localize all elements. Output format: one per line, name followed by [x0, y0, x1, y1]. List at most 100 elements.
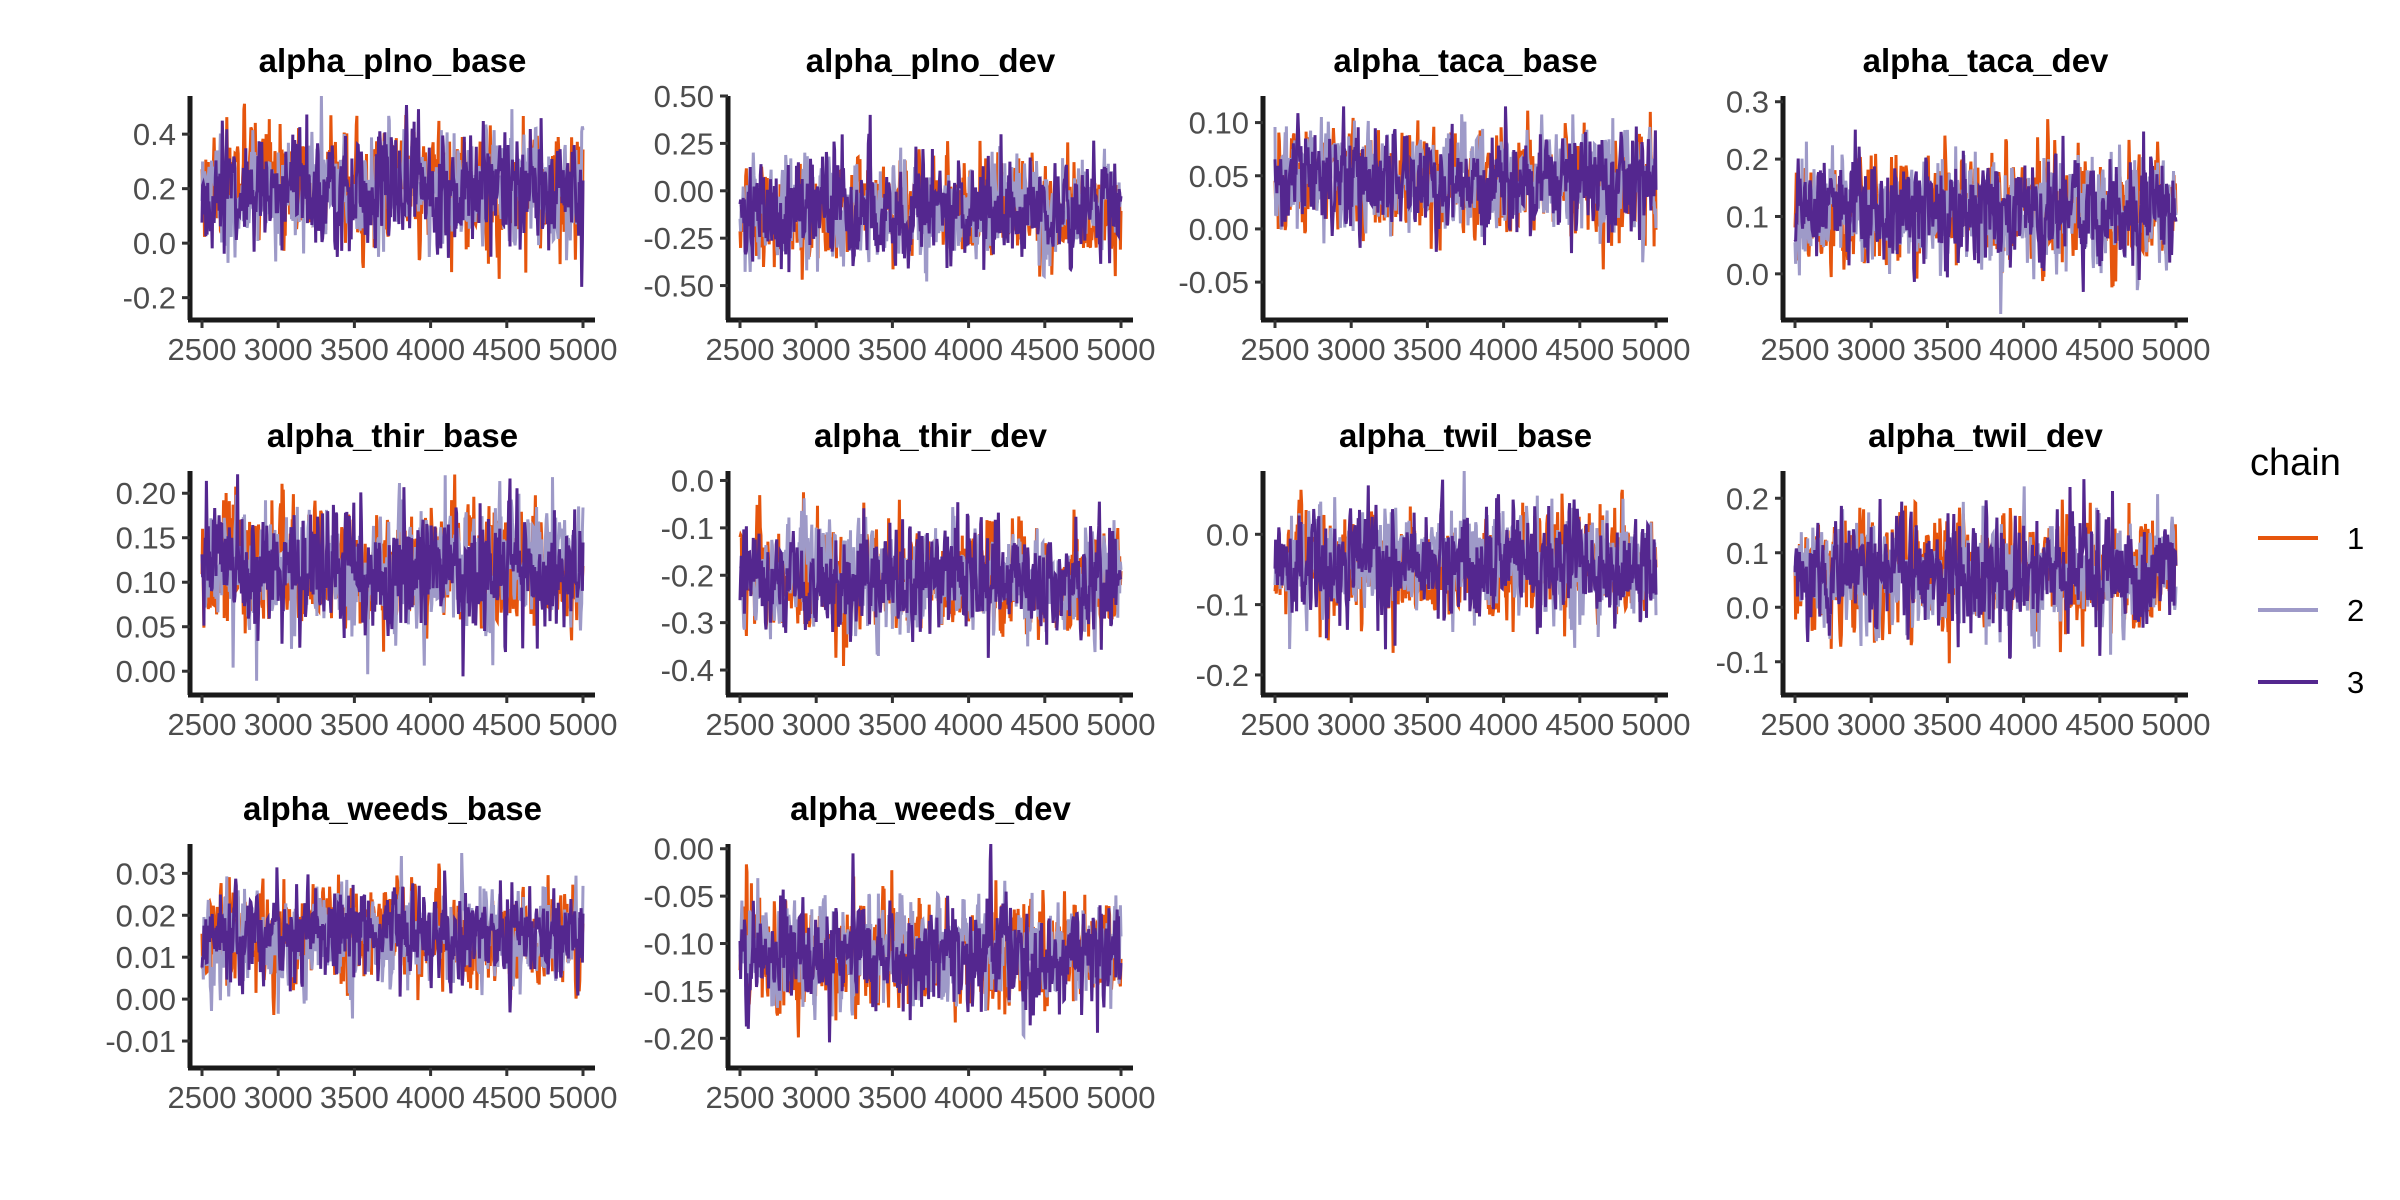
panel-alpha_taca_dev: alpha_taca_dev 0.0 0.1 0.2 0.3 2500 3000 3500 40… — [1726, 42, 2211, 367]
y-tick-label: 0.25 — [654, 126, 714, 161]
panel-title: alpha_twil_base — [1339, 417, 1592, 454]
x-tick-label: 3500 — [1393, 707, 1462, 742]
trace-chain-3 — [738, 501, 1123, 658]
x-tick-label: 5000 — [1622, 707, 1691, 742]
legend: chain 1 2 3 — [2250, 442, 2364, 700]
panel-title: alpha_plno_base — [259, 42, 527, 79]
y-tick-label: 0.0 — [1726, 257, 1769, 292]
x-tick-label: 4500 — [472, 707, 541, 742]
x-tick-label: 2500 — [168, 707, 237, 742]
x-tick-label: 4500 — [1545, 332, 1614, 367]
x-tick-label: 3000 — [244, 707, 313, 742]
x-tick-label: 4000 — [1469, 707, 1538, 742]
y-tick-label: -0.4 — [661, 653, 714, 688]
panel-title: alpha_thir_base — [267, 417, 518, 454]
y-tick-label: 0.00 — [654, 832, 714, 867]
x-tick-label: 4000 — [1989, 707, 2058, 742]
x-tick-label: 4000 — [1989, 332, 2058, 367]
x-tick-label: 5000 — [549, 707, 618, 742]
y-tick-label: -0.15 — [643, 974, 714, 1009]
y-tick-label: 0.15 — [116, 521, 176, 556]
x-tick-label: 5000 — [1087, 332, 1156, 367]
panel-alpha_taca_base: alpha_taca_base -0.05 0.00 0.05 0.10 2500 3000… — [1178, 42, 1690, 367]
x-tick-label: 5000 — [1087, 1080, 1156, 1115]
x-tick-label: 5000 — [2142, 332, 2211, 367]
x-tick-label: 2500 — [1241, 707, 1310, 742]
y-tick-label: 0.01 — [116, 940, 176, 975]
y-tick-label: -0.3 — [661, 606, 714, 641]
x-tick-label: 3500 — [1913, 332, 1982, 367]
y-tick-label: -0.50 — [643, 269, 714, 304]
trace-chain-3 — [200, 104, 585, 287]
y-tick-label: 0.00 — [116, 654, 176, 689]
x-tick-label: 3500 — [858, 1080, 927, 1115]
x-tick-label: 2500 — [1761, 707, 1830, 742]
y-tick-label: -0.2 — [123, 281, 176, 316]
panel-alpha_weeds_base: alpha_weeds_base -0.01 0.00 0.01 0.02 0.03 250… — [105, 790, 617, 1115]
y-tick-label: 0.10 — [116, 565, 176, 600]
x-tick-label: 2500 — [706, 332, 775, 367]
y-tick-label: -0.05 — [643, 879, 714, 914]
panel-title: alpha_twil_dev — [1868, 417, 2103, 454]
x-tick-label: 4500 — [2065, 707, 2134, 742]
x-tick-label: 3000 — [782, 332, 851, 367]
x-tick-label: 4500 — [472, 1080, 541, 1115]
panel-title: alpha_taca_dev — [1863, 42, 2109, 79]
y-tick-label: 0.1 — [1726, 199, 1769, 234]
x-tick-label: 4000 — [934, 707, 1003, 742]
y-tick-label: 0.0 — [671, 463, 714, 498]
y-tick-label: -0.2 — [1196, 658, 1249, 693]
panel-alpha_plno_base: alpha_plno_base -0.2 0.0 0.2 0.4 2500 3000 3500… — [123, 42, 618, 367]
y-tick-label: 0.05 — [116, 610, 176, 645]
x-tick-label: 2500 — [706, 707, 775, 742]
y-tick-label: -0.25 — [643, 221, 714, 256]
x-tick-label: 5000 — [2142, 707, 2211, 742]
y-tick-label: 0.3 — [1726, 85, 1769, 120]
panel-title: alpha_weeds_dev — [790, 790, 1071, 827]
x-tick-label: 2500 — [1761, 332, 1830, 367]
y-tick-label: -0.1 — [1196, 588, 1249, 623]
y-tick-label: 0.0 — [1206, 517, 1249, 552]
x-tick-label: 4000 — [934, 1080, 1003, 1115]
x-tick-label: 2500 — [1241, 332, 1310, 367]
panel-alpha_plno_dev: alpha_plno_dev -0.50 -0.25 0.00 0.25 0.50 2500… — [643, 42, 1155, 367]
legend-label: 3 — [2347, 665, 2364, 700]
x-tick-label: 3000 — [244, 332, 313, 367]
x-tick-label: 3000 — [782, 1080, 851, 1115]
trace-chain-3 — [1793, 479, 2178, 660]
y-tick-label: -0.05 — [1178, 265, 1249, 300]
x-tick-label: 3500 — [1393, 332, 1462, 367]
x-tick-label: 3000 — [244, 1080, 313, 1115]
x-tick-label: 2500 — [168, 1080, 237, 1115]
y-tick-label: 0.00 — [654, 174, 714, 209]
panel-title: alpha_plno_dev — [806, 42, 1056, 79]
y-tick-label: -0.2 — [661, 558, 714, 593]
y-tick-label: 0.0 — [133, 226, 176, 261]
x-tick-label: 5000 — [549, 332, 618, 367]
x-tick-label: 4500 — [1010, 707, 1079, 742]
y-tick-label: -0.1 — [1716, 645, 1769, 680]
x-tick-label: 4000 — [1469, 332, 1538, 367]
x-tick-label: 3500 — [320, 1080, 389, 1115]
x-tick-label: 4500 — [1545, 707, 1614, 742]
x-tick-label: 4000 — [934, 332, 1003, 367]
trace-chain-3 — [738, 843, 1123, 1043]
legend-label: 1 — [2347, 521, 2364, 556]
y-tick-label: 0.10 — [1189, 106, 1249, 141]
x-tick-label: 4500 — [472, 332, 541, 367]
x-tick-label: 3500 — [858, 707, 927, 742]
x-tick-label: 3500 — [320, 707, 389, 742]
y-tick-label: -0.20 — [643, 1021, 714, 1056]
y-tick-label: 0.20 — [116, 476, 176, 511]
x-tick-label: 4500 — [1010, 1080, 1079, 1115]
panel-title: alpha_weeds_base — [243, 790, 542, 827]
y-tick-label: -0.01 — [105, 1024, 176, 1059]
x-tick-label: 2500 — [706, 1080, 775, 1115]
trace-chain-3 — [1793, 129, 2178, 292]
legend-title: chain — [2250, 442, 2341, 484]
x-tick-label: 3500 — [1913, 707, 1982, 742]
y-tick-label: 0.00 — [116, 982, 176, 1017]
panel-title: alpha_taca_base — [1333, 42, 1597, 79]
